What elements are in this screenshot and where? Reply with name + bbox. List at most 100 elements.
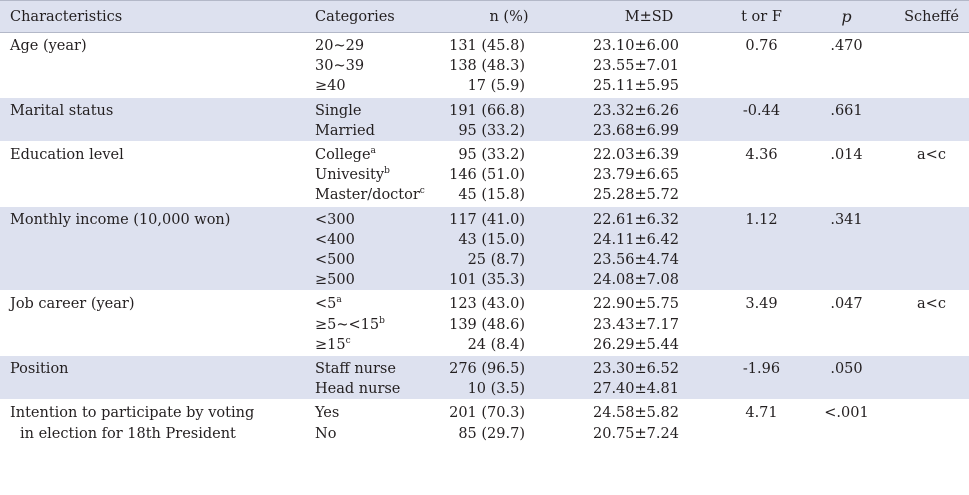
category-item: ≥5~<15b [315,315,444,335]
n-percent-value: 10 (3.5) [467,381,525,398]
mean-sd-cell: 23.32±6.26 23.68±6.99 [574,97,724,141]
category-item: ≥40 [315,76,444,96]
t-or-f-cell: -1.96 [724,356,799,400]
category-label: 30~39 [315,58,365,75]
category-label: Head nurse [315,381,401,398]
n-percent-value: 17 (5.9) [467,78,525,95]
category-item: Master/doctorc [315,185,444,205]
n-percent-value: 45 (15.8) [458,187,525,204]
category-superscript: a [336,295,342,306]
mean-sd-cell: 23.30±6.52 27.40±4.81 [574,356,724,400]
category-superscript: b [379,315,385,326]
characteristic-label: Intention to participate by voting [10,405,255,422]
n-percent-value: 139 (48.6) [449,316,525,333]
characteristic-cell: Age (year) [0,33,307,98]
categories-cell: 20~29 30~39 ≥40 [307,33,444,98]
mean-sd-value: 27.40±4.81 [593,381,679,398]
t-or-f-value: -0.44 [742,102,781,119]
characteristic-label: Job career (year) [10,296,135,313]
header-n: n (%) [489,8,529,25]
n-percent-value: 276 (96.5) [449,361,525,378]
mean-sd-value: 23.79±6.65 [593,167,679,184]
scheffe-cell [894,356,969,400]
category-label: ≥15 [315,336,346,353]
mean-sd-cell: 23.10±6.00 23.55±7.01 25.11±5.95 [574,33,724,98]
t-or-f-value: 4.71 [745,405,778,422]
characteristic-label: Marital status [10,102,114,119]
characteristic-cell: Education level [0,142,307,207]
t-or-f-cell: -0.44 [724,97,799,141]
category-item: Staff nurse [315,359,444,379]
category-item: Head nurse [315,379,444,399]
category-item: 20~29 [315,36,444,56]
category-item: 30~39 [315,56,444,76]
characteristics-table: Characteristics Categories n (%) M±SD t … [0,0,969,447]
table-body: Age (year) 20~29 30~39 ≥40 131 (45.8) 138 (48… [0,32,969,447]
characteristic-cell: Marital status [0,97,307,141]
mean-sd-cell: 22.90±5.75 23.43±7.17 26.29±5.44 [574,291,724,356]
n-percent-value: 146 (51.0) [449,167,525,184]
n-percent-value: 101 (35.3) [449,272,525,289]
t-or-f-value: 4.36 [745,147,778,164]
scheffe-cell [894,400,969,446]
n-percent-cell: 95 (33.2) 146 (51.0) 45 (15.8) [444,142,574,207]
table-row: Monthly income (10,000 won) <300 <400 <500 ≥… [0,206,969,291]
t-or-f-cell: 4.36 [724,142,799,207]
category-item: <500 [315,250,444,270]
scheffe-cell [894,33,969,98]
p-value: <.001 [824,405,869,422]
p-value-cell: .470 [799,33,894,98]
category-label: Staff nurse [315,361,396,378]
p-value-cell: .047 [799,291,894,356]
mean-sd-value: 24.58±5.82 [593,405,679,422]
header-categories: Categories [315,8,395,25]
table-row: Intention to participate by voting in ele… [0,399,969,447]
mean-sd-value: 24.11±6.42 [593,231,679,248]
characteristic-label: Position [10,361,69,378]
category-label: Master/doctor [315,187,420,204]
categories-cell: Single Married [307,97,444,141]
characteristic-label: Monthly income (10,000 won) [10,211,231,228]
category-label: College [315,147,371,164]
mean-sd-value: 23.56±4.74 [593,252,679,269]
category-label: ≥500 [315,272,355,289]
header-p: p [841,7,852,26]
characteristic-cell: Job career (year) [0,291,307,356]
categories-cell: <300 <400 <500 ≥500 [307,206,444,291]
category-label: <400 [315,231,355,248]
n-percent-value: 24 (8.4) [467,336,525,353]
t-or-f-cell: 1.12 [724,206,799,291]
characteristic-cell: Monthly income (10,000 won) [0,206,307,291]
n-percent-value: 25 (8.7) [467,252,525,269]
n-percent-cell: 276 (96.5) 10 (3.5) [444,356,574,400]
n-percent-value: 123 (43.0) [449,296,525,313]
n-percent-value: 95 (33.2) [458,122,525,139]
t-or-f-cell: 3.49 [724,291,799,356]
category-label: <300 [315,211,355,228]
p-value: .050 [830,361,863,378]
category-label: ≥5~<15 [315,316,380,333]
table-row: Education level Collegea Univesityb Master/… [0,141,969,207]
mean-sd-value: 23.68±6.99 [593,122,679,139]
category-label: Yes [315,405,340,422]
mean-sd-value: 23.32±6.26 [593,102,679,119]
n-percent-value: 43 (15.0) [458,231,525,248]
category-item: Married [315,121,444,141]
n-percent-cell: 131 (45.8) 138 (48.3) 17 (5.9) [444,33,574,98]
scheffe-value: a<c [917,296,946,313]
scheffe-value: a<c [917,147,946,164]
category-item: ≥500 [315,270,444,290]
t-or-f-value: 3.49 [745,296,778,313]
category-label: 20~29 [315,38,365,54]
category-item: Yes [315,403,444,423]
p-value-cell: .050 [799,356,894,400]
p-value: .014 [830,147,863,164]
category-superscript: c [345,335,351,346]
categories-cell: <5a ≥5~<15b ≥15c [307,291,444,356]
category-item: ≥15c [315,335,444,355]
mean-sd-value: 22.90±5.75 [593,296,679,313]
p-value-cell: .014 [799,142,894,207]
category-item: <300 [315,210,444,230]
n-percent-cell: 191 (66.8) 95 (33.2) [444,97,574,141]
p-value-cell: <.001 [799,400,894,446]
